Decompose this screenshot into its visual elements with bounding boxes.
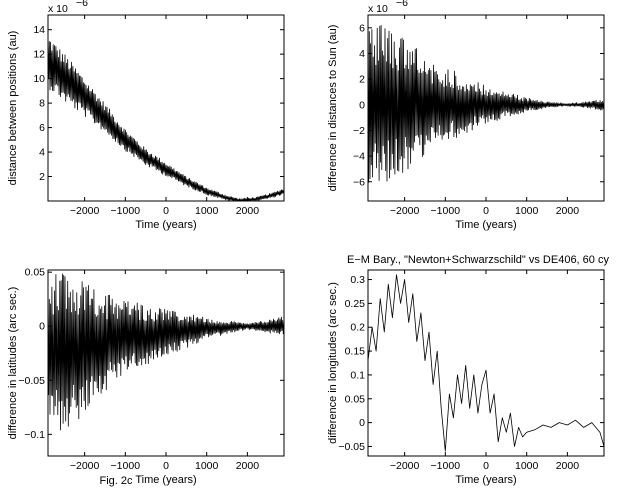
distance-y-axis-label: distance between positions (au) (7, 31, 19, 186)
sun-distance-ytick-label: 4 (359, 48, 365, 60)
longitude-y-axis-label: difference in longitudes (arc sec.) (327, 282, 339, 444)
distance-ytick-label: 10 (33, 73, 45, 85)
sun-distance-xtick-label: 1000 (515, 205, 539, 217)
sun-distance-ytick-label: −4 (353, 151, 365, 163)
sun-distance-xtick-label: −1000 (431, 205, 461, 217)
distance-xtick-label: −2000 (70, 205, 100, 217)
distance-ytick-label: 8 (39, 98, 45, 110)
sun-distance-xtick-label: 0 (483, 205, 489, 217)
figure-caption: Fig. 2c (99, 475, 133, 487)
sun-distance-series-line (368, 25, 604, 183)
longitude-axes-frame (367, 269, 605, 457)
longitude-xtick-label: 2000 (556, 460, 580, 472)
distance-axes-frame (47, 14, 285, 202)
longitude-ytick-label: 0.2 (350, 322, 365, 334)
distance-ytick-label: 12 (33, 49, 45, 61)
latitude-ytick-label: −0.05 (18, 375, 45, 387)
distance-series-line (48, 39, 284, 201)
panel-distance-between-positions: −2000 −1000 0 1000 2000 2 4 6 8 10 12 14 Time (years… (7, 0, 285, 231)
sun-distance-ytick-label: −2 (353, 125, 365, 137)
sun-distance-exponent-power: −6 (396, 0, 408, 9)
distance-exponent-power: −6 (76, 0, 88, 9)
longitude-xtick-label: −1000 (431, 460, 461, 472)
latitude-ytick-label: 0 (39, 321, 45, 333)
longitude-ytick-label: 0.1 (350, 369, 365, 381)
longitude-ytick-label: 0 (359, 417, 365, 429)
distance-exponent-label: x 10 (48, 3, 68, 15)
distance-ytick-label: 14 (33, 24, 45, 36)
latitude-y-axis-label: difference in latitudes (arc sec.) (7, 287, 19, 440)
distance-ytick-label: 4 (39, 147, 45, 159)
latitude-xtick-label: −2000 (70, 460, 100, 472)
latitude-ytick-label: 0.05 (25, 267, 46, 279)
sun-distance-xtick-label: −2000 (390, 205, 420, 217)
sun-distance-ytick-label: 2 (359, 74, 365, 86)
distance-ytick-label: 2 (39, 171, 45, 183)
panel-difference-in-latitudes: −2000 −1000 0 1000 2000 −0.1 −0.05 0 0.05 Time (y… (7, 267, 285, 486)
distance-xtick-label: 1000 (195, 205, 219, 217)
latitude-ytick-label: −0.1 (24, 429, 45, 441)
latitude-series-line (48, 273, 284, 431)
latitude-x-axis-label: Time (years) (135, 474, 196, 486)
longitude-ytick-label: 0.15 (345, 346, 366, 358)
distance-ytick-label: 6 (39, 122, 45, 134)
sun-distance-ytick-label: 0 (359, 99, 365, 111)
latitude-xtick-label: 2000 (236, 460, 260, 472)
longitude-x-axis-label: Time (years) (455, 474, 516, 486)
sun-distance-exponent-label: x 10 (368, 3, 388, 15)
distance-x-axis-label: Time (years) (135, 219, 196, 231)
panel-difference-in-longitudes: −2000 −1000 0 1000 2000 −0.05 0 0.05 0.1 0.15 0.2 0… (327, 254, 609, 486)
sun-distance-ytick-label: 6 (359, 22, 365, 34)
latitude-xtick-label: 0 (163, 460, 169, 472)
panel-difference-in-distances-to-sun: −2000 −1000 0 1000 2000 −6 −4 −2 0 2 4 6 Time (years… (327, 0, 605, 231)
sun-distance-xtick-label: 2000 (556, 205, 580, 217)
longitude-ytick-label: 0.05 (345, 393, 366, 405)
sun-distance-y-axis-label: difference in distances to Sun (au) (327, 25, 339, 192)
longitude-ytick-label: 0.3 (350, 274, 365, 286)
longitude-xtick-label: −2000 (390, 460, 420, 472)
longitude-xtick-label: 0 (483, 460, 489, 472)
longitude-ytick-label: −0.05 (338, 441, 365, 453)
distance-xtick-label: 0 (163, 205, 169, 217)
longitude-xtick-label: 1000 (515, 460, 539, 472)
longitude-ytick-label: 0.25 (345, 298, 366, 310)
latitude-xtick-label: −1000 (111, 460, 141, 472)
sun-distance-ytick-label: −6 (353, 176, 365, 188)
distance-xtick-label: 2000 (236, 205, 260, 217)
longitude-series-line (368, 274, 604, 452)
latitude-xtick-label: 1000 (195, 460, 219, 472)
longitude-chart-title: E−M Bary., "Newton+Schwarzschild" vs DE4… (347, 254, 609, 266)
distance-xtick-label: −1000 (111, 205, 141, 217)
sun-distance-x-axis-label: Time (years) (455, 219, 516, 231)
